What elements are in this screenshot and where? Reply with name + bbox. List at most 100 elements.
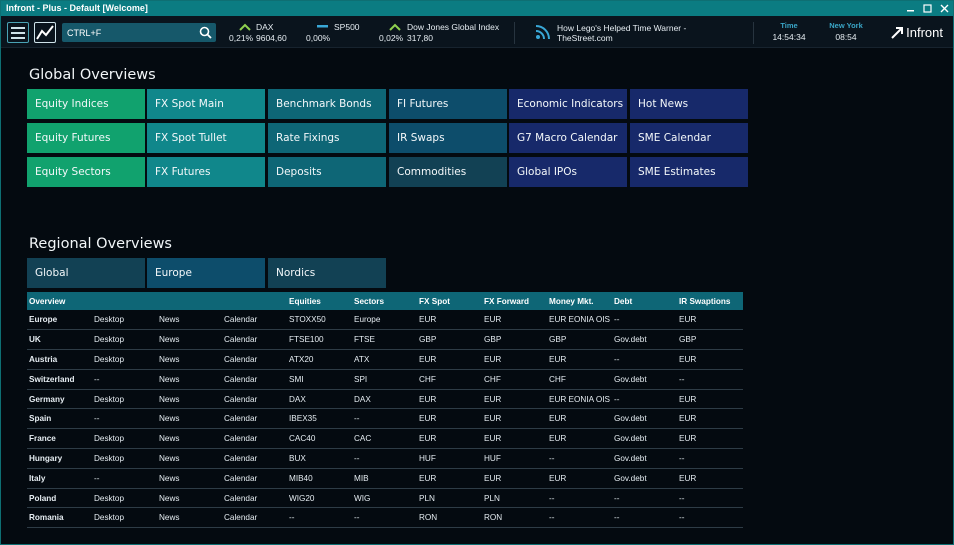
table-cell[interactable]: News: [157, 448, 222, 469]
table-cell[interactable]: Desktop: [92, 488, 157, 509]
table-cell[interactable]: EUR: [482, 349, 547, 370]
table-cell[interactable]: Desktop: [92, 428, 157, 450]
column-header[interactable]: Equities: [287, 292, 352, 310]
table-cell[interactable]: IBEX35: [287, 408, 352, 430]
table-cell[interactable]: CHF: [417, 369, 482, 390]
table-cell[interactable]: CHF: [547, 369, 612, 390]
search-icon[interactable]: [199, 26, 212, 39]
table-cell[interactable]: RON: [482, 507, 547, 529]
table-cell[interactable]: GBP: [677, 329, 743, 351]
table-cell[interactable]: EUR: [677, 468, 743, 489]
table-cell[interactable]: EUR: [677, 428, 743, 450]
table-cell[interactable]: DAX: [287, 389, 352, 410]
table-cell[interactable]: EUR: [547, 408, 612, 430]
table-cell[interactable]: EUR EONIA OIS: [547, 389, 612, 410]
table-cell[interactable]: RON: [417, 507, 482, 529]
ticker-sp500[interactable]: SP500 0,00%: [306, 20, 376, 46]
tile-fx-futures[interactable]: FX Futures: [147, 157, 265, 187]
region-name[interactable]: Hungary: [27, 448, 92, 469]
tile-deposits[interactable]: Deposits: [268, 157, 386, 187]
ticker-dow-jones[interactable]: Dow Jones Global Index 0,02% 317,80: [379, 20, 499, 46]
tile-fx-spot-main[interactable]: FX Spot Main: [147, 89, 265, 119]
table-cell[interactable]: News: [157, 468, 222, 489]
tab-global[interactable]: Global: [27, 258, 145, 288]
tab-nordics[interactable]: Nordics: [268, 258, 386, 288]
table-cell[interactable]: PLN: [482, 488, 547, 509]
table-cell[interactable]: EUR: [417, 468, 482, 489]
region-name[interactable]: Germany: [27, 389, 92, 410]
table-cell[interactable]: EUR: [547, 428, 612, 450]
table-cell[interactable]: Gov.debt: [612, 408, 677, 430]
table-cell[interactable]: Calendar: [222, 329, 287, 351]
table-cell[interactable]: News: [157, 329, 222, 351]
table-cell[interactable]: Desktop: [92, 507, 157, 529]
table-cell[interactable]: Desktop: [92, 329, 157, 351]
table-cell[interactable]: EUR: [547, 349, 612, 370]
table-cell[interactable]: Gov.debt: [612, 448, 677, 469]
region-name[interactable]: Europe: [27, 310, 92, 331]
table-cell[interactable]: WIG20: [287, 488, 352, 509]
minimize-icon[interactable]: [906, 4, 915, 13]
region-name[interactable]: Spain: [27, 408, 92, 430]
table-cell[interactable]: News: [157, 369, 222, 390]
region-name[interactable]: France: [27, 428, 92, 450]
table-cell[interactable]: Europe: [352, 310, 417, 331]
table-cell[interactable]: Calendar: [222, 389, 287, 410]
table-cell[interactable]: Calendar: [222, 468, 287, 489]
table-cell[interactable]: EUR: [677, 408, 743, 430]
news-headline[interactable]: How Lego's Helped Time Warner - TheStree…: [535, 21, 735, 45]
table-cell[interactable]: FTSE100: [287, 329, 352, 351]
table-cell[interactable]: CHF: [482, 369, 547, 390]
close-icon[interactable]: [940, 4, 949, 13]
table-cell[interactable]: Gov.debt: [612, 468, 677, 489]
table-cell[interactable]: Calendar: [222, 310, 287, 331]
column-header[interactable]: Debt: [612, 292, 677, 310]
table-cell[interactable]: News: [157, 408, 222, 430]
table-cell[interactable]: CAC: [352, 428, 417, 450]
table-cell[interactable]: GBP: [482, 329, 547, 351]
table-cell[interactable]: EUR: [417, 428, 482, 450]
table-cell[interactable]: News: [157, 428, 222, 450]
table-cell[interactable]: Calendar: [222, 448, 287, 469]
column-header[interactable]: IR Swaptions: [677, 292, 743, 310]
column-header[interactable]: [92, 292, 157, 310]
table-cell[interactable]: Desktop: [92, 349, 157, 370]
table-cell[interactable]: EUR: [482, 389, 547, 410]
table-cell[interactable]: FTSE: [352, 329, 417, 351]
region-name[interactable]: Switzerland: [27, 369, 92, 390]
tile-fx-spot-tullet[interactable]: FX Spot Tullet: [147, 123, 265, 153]
tile-g7-macro-calendar[interactable]: G7 Macro Calendar: [509, 123, 627, 153]
search-box[interactable]: [62, 23, 216, 42]
table-cell[interactable]: Calendar: [222, 507, 287, 529]
column-header[interactable]: [157, 292, 222, 310]
table-cell[interactable]: EUR EONIA OIS: [547, 310, 612, 331]
column-header[interactable]: FX Forward: [482, 292, 547, 310]
table-cell[interactable]: EUR: [482, 428, 547, 450]
table-cell[interactable]: BUX: [287, 448, 352, 469]
table-cell[interactable]: GBP: [547, 329, 612, 351]
column-header[interactable]: Sectors: [352, 292, 417, 310]
table-cell[interactable]: SPI: [352, 369, 417, 390]
table-cell[interactable]: Calendar: [222, 349, 287, 370]
tile-global-ipos[interactable]: Global IPOs: [509, 157, 627, 187]
table-cell[interactable]: EUR: [482, 468, 547, 489]
table-cell[interactable]: Desktop: [92, 310, 157, 331]
table-cell[interactable]: News: [157, 389, 222, 410]
table-cell[interactable]: STOXX50: [287, 310, 352, 331]
table-cell[interactable]: Calendar: [222, 369, 287, 390]
table-cell[interactable]: Gov.debt: [612, 329, 677, 351]
tile-sme-estimates[interactable]: SME Estimates: [630, 157, 748, 187]
tile-benchmark-bonds[interactable]: Benchmark Bonds: [268, 89, 386, 119]
tile-equity-indices[interactable]: Equity Indices: [27, 89, 145, 119]
table-cell[interactable]: EUR: [547, 468, 612, 489]
region-name[interactable]: Italy: [27, 468, 92, 489]
region-name[interactable]: UK: [27, 329, 92, 351]
table-cell[interactable]: Calendar: [222, 488, 287, 509]
table-cell[interactable]: EUR: [677, 349, 743, 370]
table-cell[interactable]: DAX: [352, 389, 417, 410]
ticker-dax[interactable]: DAX 0,21% 9604,60: [229, 20, 299, 46]
table-cell[interactable]: WIG: [352, 488, 417, 509]
region-name[interactable]: Romania: [27, 507, 92, 529]
table-cell[interactable]: MIB40: [287, 468, 352, 489]
table-cell[interactable]: HUF: [417, 448, 482, 469]
